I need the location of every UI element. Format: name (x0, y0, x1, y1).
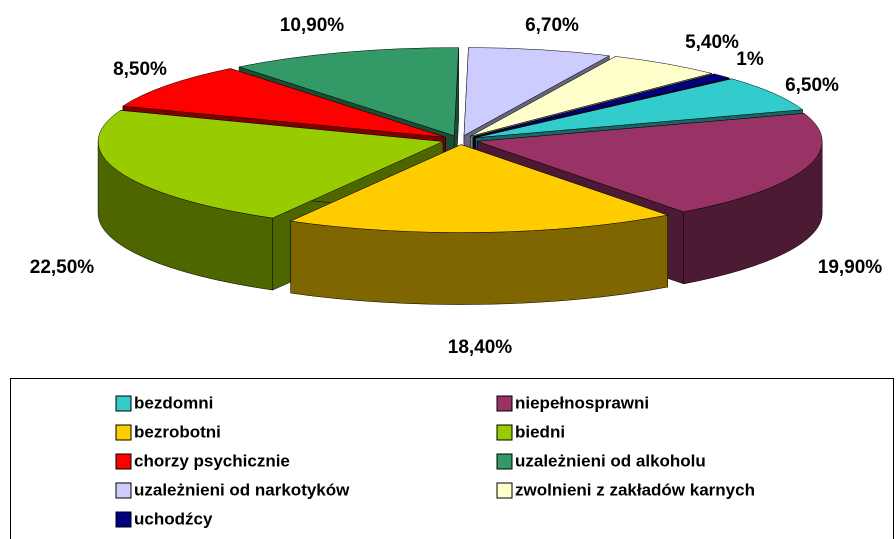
slice-top (477, 113, 823, 213)
legend-label: chorzy psychicznie (134, 451, 290, 470)
legend-swatch (115, 453, 132, 470)
legend-label: zwolnieni z zakładów karnych (515, 480, 755, 499)
data-label: 19,90% (818, 257, 883, 278)
slice-top (472, 73, 730, 138)
legend-swatch (496, 395, 513, 412)
legend-label: uzależnieni od narkotyków (134, 480, 350, 499)
legend-swatch (496, 482, 513, 499)
data-label: 10,90% (280, 15, 345, 36)
data-label: 5,40% (685, 32, 739, 53)
legend: bezdomni niepełnosprawni bezrobotni biedni c… (115, 393, 755, 528)
legend-swatch (496, 424, 513, 441)
pie (97, 47, 823, 305)
legend-label: biedni (515, 422, 565, 441)
slice-top (97, 110, 445, 219)
legend-swatch (496, 453, 513, 470)
data-label: 18,40% (448, 337, 513, 358)
slice (289, 144, 669, 305)
legend-box (10, 378, 894, 539)
legend-swatch (115, 482, 132, 499)
legend-label: bezdomni (134, 393, 213, 412)
slice-top (238, 47, 459, 136)
data-label: 22,50% (30, 257, 95, 278)
legend-swatch (115, 511, 132, 528)
data-label: 6,50% (785, 75, 839, 96)
data-label: 1% (736, 49, 764, 70)
slice-top (122, 68, 446, 138)
legend-label: uchodźcy (134, 509, 213, 528)
data-label: 6,70% (525, 15, 579, 36)
legend-label: bezrobotni (134, 422, 221, 441)
data-label: 8,50% (113, 59, 167, 80)
legend-swatch (115, 424, 132, 441)
slice-top (463, 47, 611, 136)
slice-top (475, 78, 804, 138)
legend-label: uzależnieni od alkoholu (515, 451, 706, 470)
slice-top (470, 56, 712, 137)
legend-swatch (115, 395, 132, 412)
slice-top (289, 144, 669, 233)
legend-label: niepełnosprawni (515, 393, 649, 412)
